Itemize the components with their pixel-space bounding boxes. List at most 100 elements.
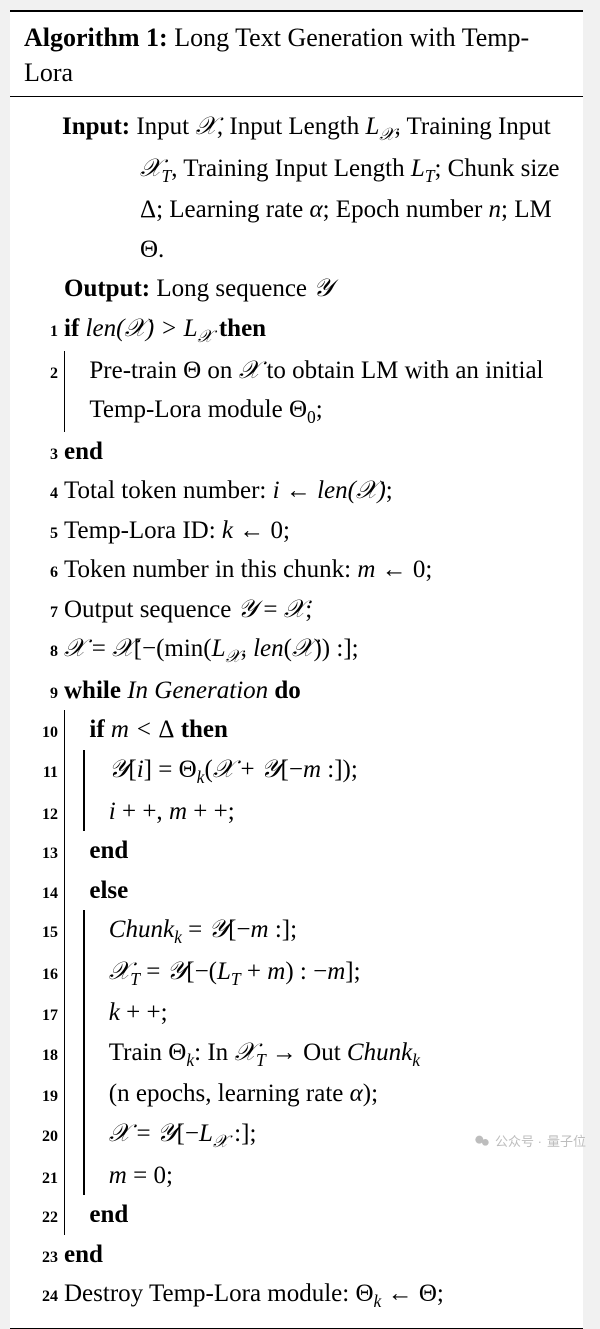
line-6: 6 Token number in this chunk: m ← 0; xyxy=(24,550,569,590)
line-12: 12 i + +, m + +; xyxy=(24,792,569,832)
lineno-7: 7 xyxy=(24,590,58,625)
content-6: Token number in this chunk: m ← 0; xyxy=(58,550,569,590)
output-line: Output: Long sequence 𝒴 xyxy=(24,269,569,309)
lineno-blank xyxy=(24,107,58,117)
lineno-17: 17 xyxy=(24,993,58,1028)
cond-10: m < xyxy=(111,716,158,743)
output-text: Long sequence 𝒴 xyxy=(156,275,333,302)
line-14: 14 else xyxy=(24,871,569,911)
content-22: end xyxy=(83,1195,569,1235)
x-7: 𝒳 xyxy=(284,596,306,623)
text-6c: ; xyxy=(425,556,432,583)
text-18b: : In 𝒳 xyxy=(194,1039,256,1066)
content-11: 𝒴[i] = Θk(𝒳 + 𝒴[−m :]); xyxy=(103,750,569,792)
line-3: 3 end xyxy=(24,432,569,472)
content-5: Temp-Lora ID: k ← 0; xyxy=(58,511,569,551)
lineno-20: 20 xyxy=(24,1114,58,1149)
line-24: 24 Destroy Temp-Lora module: Θk ← Θ; xyxy=(24,1274,569,1316)
wechat-icon xyxy=(474,1133,490,1149)
content-19: (n epochs, learning rate α); xyxy=(103,1074,569,1114)
text-18a: Train Θ xyxy=(109,1039,187,1066)
content-15: Chunkk = 𝒴[−m :]; xyxy=(103,910,569,952)
kw-do: do xyxy=(268,677,301,704)
lineno-blank2 xyxy=(24,269,58,279)
lineno-9: 9 xyxy=(24,671,58,706)
text-5b: k ← xyxy=(222,517,271,544)
lineno-10: 10 xyxy=(24,710,58,745)
sub-x: 𝒳 xyxy=(198,326,213,346)
content-8: 𝒳 = 𝒳[−(min(L𝒳, len(𝒳)) :]; xyxy=(58,629,569,671)
content-1: if len(𝒳) > L𝒳 then xyxy=(58,309,569,351)
lineno-11: 11 xyxy=(24,750,58,785)
content-14: else xyxy=(83,871,569,911)
text-5a: Temp-Lora ID: xyxy=(64,517,222,544)
kw-end3: end xyxy=(89,1201,128,1228)
content-13: end xyxy=(83,831,569,871)
lineno-23: 23 xyxy=(24,1235,58,1270)
lineno-1: 1 xyxy=(24,309,58,344)
kw-while: while xyxy=(64,677,127,704)
line-22: 22 end xyxy=(24,1195,569,1235)
watermark: 公众号 · 量子位 xyxy=(474,1131,586,1150)
content-9: while In Generation do xyxy=(58,671,569,711)
algorithm-label: Algorithm 1: xyxy=(24,23,168,52)
kw-end: end xyxy=(64,438,103,465)
kw-end2: end xyxy=(89,837,128,864)
text-6b: m ← xyxy=(357,556,413,583)
lineno-22: 22 xyxy=(24,1195,58,1230)
line-10: 10 if m < Δ then xyxy=(24,710,569,750)
lineno-15: 15 xyxy=(24,910,58,945)
lineno-3: 3 xyxy=(24,432,58,467)
line-1: 1 if len(𝒳) > L𝒳 then xyxy=(24,309,569,351)
content-21: m = 0; xyxy=(103,1156,569,1196)
lineno-12: 12 xyxy=(24,792,58,827)
watermark-prefix: 公众号 · xyxy=(495,1131,542,1150)
line-15: 15 Chunkk = 𝒴[−m :]; xyxy=(24,910,569,952)
lineno-6: 6 xyxy=(24,550,58,585)
input-label: Input: xyxy=(62,113,130,140)
line-21: 21 m = 0; xyxy=(24,1156,569,1196)
line-2: 2 Pre-train Θ on 𝒳 to obtain LM with an … xyxy=(24,351,569,432)
y-7: 𝒴 xyxy=(238,596,258,623)
sub-0: 0 xyxy=(307,407,316,427)
text-24c: ; xyxy=(437,1280,444,1307)
content-3: end xyxy=(58,432,569,472)
lineno-5: 5 xyxy=(24,511,58,546)
kw-if: if xyxy=(64,315,86,342)
bar-2 xyxy=(64,351,65,432)
text-24a: Destroy Temp-Lora module: xyxy=(64,1280,355,1307)
lineno-2: 2 xyxy=(24,351,58,386)
text-7a: Output sequence xyxy=(64,596,238,623)
lineno-19: 19 xyxy=(24,1074,58,1109)
text-4c: ; xyxy=(386,477,393,504)
kw-if2: if xyxy=(89,716,111,743)
cond-9: In Generation xyxy=(127,677,268,704)
output-label: Output: xyxy=(64,275,150,302)
output-content: Output: Long sequence 𝒴 xyxy=(58,269,569,309)
line-23: 23 end xyxy=(24,1235,569,1275)
content-2: Pre-train Θ on 𝒳 to obtain LM with an in… xyxy=(83,351,569,432)
line-17: 17 k + +; xyxy=(24,993,569,1033)
text-5c: ; xyxy=(283,517,290,544)
line-13: 13 end xyxy=(24,831,569,871)
line-18: 18 Train Θk: In 𝒳T → Out Chunkk xyxy=(24,1033,569,1075)
text-4a: Total token number: xyxy=(64,477,273,504)
lineno-24: 24 xyxy=(24,1274,58,1309)
lineno-14: 14 xyxy=(24,871,58,906)
kw-end4: end xyxy=(64,1241,103,1268)
kw-else: else xyxy=(89,877,128,904)
line-7: 7 Output sequence 𝒴 = 𝒳; xyxy=(24,590,569,630)
text-6a: Token number in this chunk: xyxy=(64,556,357,583)
line-9: 9 while In Generation do xyxy=(24,671,569,711)
line-8: 8 𝒳 = 𝒳[−(min(L𝒳, len(𝒳)) :]; xyxy=(24,629,569,671)
watermark-name: 量子位 xyxy=(547,1131,586,1150)
input-line: Input: Input 𝒳, Input Length L𝒳, Trainin… xyxy=(24,107,569,269)
content-16: 𝒳T = 𝒴[−(LT + m) : −m]; xyxy=(103,952,569,994)
line-11: 11 𝒴[i] = Θk(𝒳 + 𝒴[−m :]); xyxy=(24,750,569,792)
semi-2: ; xyxy=(316,396,323,423)
input-text: Input 𝒳, Input Length L𝒳, Training Input… xyxy=(136,113,559,263)
content-17: k + +; xyxy=(103,993,569,1033)
algorithm-title-row: Algorithm 1: Long Text Generation with T… xyxy=(10,12,583,96)
lineno-16: 16 xyxy=(24,952,58,987)
content-4: Total token number: i ← len(𝒳); xyxy=(58,471,569,511)
